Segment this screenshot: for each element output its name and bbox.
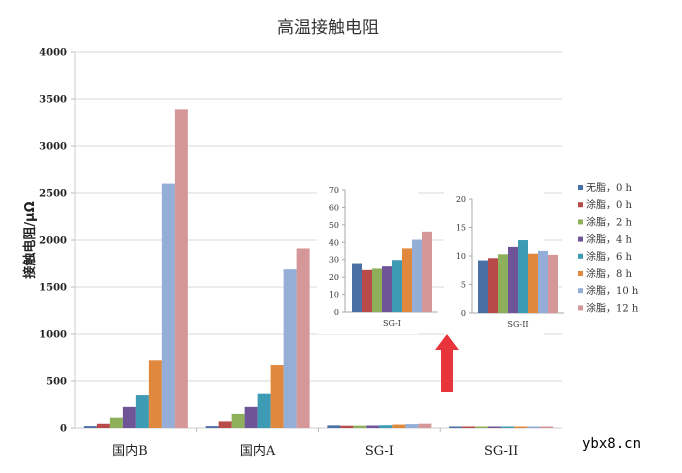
inset-bar xyxy=(362,269,372,312)
inset-y-tick-label: 30 xyxy=(329,256,339,265)
bar xyxy=(392,424,406,428)
legend-swatch xyxy=(578,219,583,225)
inset-bar xyxy=(382,266,392,312)
legend-label: 涂脂，2 h xyxy=(586,215,633,228)
bar xyxy=(161,183,175,428)
y-tick-label: 0 xyxy=(60,424,67,435)
inset-y-tick-label: 60 xyxy=(329,203,339,212)
bar xyxy=(379,425,393,428)
legend-label: 涂脂，8 h xyxy=(586,267,633,280)
inset-bar xyxy=(488,258,498,313)
inset-bar xyxy=(528,253,538,313)
bar xyxy=(244,406,258,428)
y-tick-label: 1000 xyxy=(39,330,67,341)
bar xyxy=(83,426,97,428)
bar xyxy=(270,365,284,428)
bar xyxy=(96,423,110,428)
x-tick-label: SG-II xyxy=(484,444,518,459)
bar xyxy=(205,426,219,428)
bar xyxy=(366,425,380,428)
bar xyxy=(231,413,245,428)
bar xyxy=(353,425,367,428)
inset-y-tick-label: 70 xyxy=(329,186,339,195)
arrow-up-icon xyxy=(435,334,459,392)
y-tick-label: 3000 xyxy=(39,142,67,153)
legend-swatch xyxy=(578,185,583,190)
bar xyxy=(514,426,528,428)
inset-bar xyxy=(392,260,402,312)
inset-y-tick-label: 5 xyxy=(461,281,466,290)
x-tick-label: 国内A xyxy=(240,443,276,459)
bar xyxy=(540,426,554,428)
inset-bar xyxy=(498,254,508,313)
bar xyxy=(475,426,489,428)
x-tick-label: 国内B xyxy=(112,443,148,459)
inset-bar xyxy=(422,231,432,312)
inset-bar xyxy=(412,239,422,312)
legend-swatch xyxy=(578,236,583,242)
bar xyxy=(257,393,271,428)
y-tick-label: 2500 xyxy=(39,189,67,200)
inset-y-tick-label: 20 xyxy=(456,195,466,204)
bar xyxy=(418,423,432,428)
inset-bar xyxy=(518,240,528,313)
legend-swatch xyxy=(578,202,583,208)
y-tick-label: 2000 xyxy=(39,236,67,247)
inset-bar xyxy=(548,254,558,313)
inset-y-tick-label: 40 xyxy=(329,238,339,247)
y-tick-label: 3500 xyxy=(39,95,67,106)
inset-bar xyxy=(402,248,412,312)
bar xyxy=(283,269,297,428)
bar xyxy=(449,426,463,428)
y-axis-label: 接触电阻/μΩ xyxy=(22,201,38,278)
bar xyxy=(462,426,476,428)
x-tick-label: SG-I xyxy=(365,444,394,459)
legend-label: 无脂，0 h xyxy=(586,181,633,194)
inset-y-tick-label: 15 xyxy=(456,224,466,233)
bar xyxy=(135,395,149,428)
bar xyxy=(218,421,232,428)
legend-swatch xyxy=(578,288,583,294)
bar xyxy=(405,424,419,428)
chart-title: 高温接触电阻 xyxy=(277,18,379,38)
inset-y-tick-label: 0 xyxy=(334,308,339,317)
inset-bar xyxy=(352,263,362,312)
inset-y-tick-label: 50 xyxy=(329,221,339,230)
y-tick-label: 1500 xyxy=(39,283,67,294)
bar xyxy=(109,417,123,428)
legend-label: 涂脂，12 h xyxy=(586,301,639,314)
bar xyxy=(501,426,515,428)
inset-y-tick-label: 0 xyxy=(461,309,466,318)
inset-x-label: SG-I xyxy=(383,319,401,328)
inset-y-tick-label: 20 xyxy=(329,273,339,282)
inset-bar xyxy=(538,250,548,313)
inset-y-tick-label: 10 xyxy=(456,252,466,261)
bar xyxy=(122,406,136,428)
watermark: ybx8.cn xyxy=(582,436,642,452)
y-tick-label: 4000 xyxy=(39,48,67,59)
legend-label: 涂脂，6 h xyxy=(586,250,633,263)
legend-swatch xyxy=(578,253,583,259)
inset-y-tick-label: 10 xyxy=(329,291,339,300)
y-tick-label: 500 xyxy=(46,377,67,388)
legend-label: 涂脂，4 h xyxy=(586,233,633,246)
bar xyxy=(527,426,541,428)
inset-bar xyxy=(372,268,382,312)
bar xyxy=(148,360,162,428)
bar xyxy=(340,425,354,428)
bar xyxy=(327,425,341,428)
legend-swatch xyxy=(578,305,583,311)
legend-swatch xyxy=(578,271,583,276)
legend-label: 涂脂，10 h xyxy=(586,284,639,297)
legend-label: 涂脂，0 h xyxy=(586,198,633,211)
bar xyxy=(296,248,310,428)
inset-bar xyxy=(478,260,488,313)
bar xyxy=(174,109,188,428)
inset-x-label: SG-II xyxy=(507,320,528,329)
inset-bar xyxy=(508,246,518,313)
bar xyxy=(488,426,502,428)
